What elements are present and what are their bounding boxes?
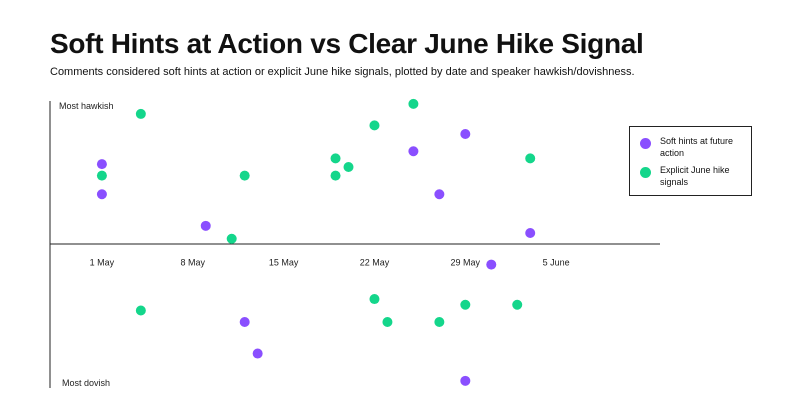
soft-hint-point — [486, 259, 497, 270]
june-hike-point — [239, 170, 250, 181]
x-tick-label: 15 May — [269, 258, 299, 268]
soft-hint-point — [460, 375, 471, 386]
june-hike-point — [434, 316, 445, 327]
y-top-label: Most hawkish — [59, 101, 114, 111]
soft-hint-point — [434, 189, 445, 200]
legend-swatch-soft-hints — [640, 138, 651, 149]
x-tick-label: 22 May — [360, 258, 390, 268]
x-tick-label: 5 June — [543, 258, 570, 268]
june-hike-point — [135, 305, 146, 316]
soft-hint-point — [200, 220, 211, 231]
june-hike-point — [369, 120, 380, 131]
x-tick-label: 1 May — [90, 258, 115, 268]
june-hike-point — [96, 170, 107, 181]
soft-hint-point — [252, 348, 263, 359]
june-hike-point — [460, 299, 471, 310]
x-tick-label: 29 May — [451, 258, 481, 268]
chart-title: Soft Hints at Action vs Clear June Hike … — [50, 28, 644, 59]
june-hike-point — [408, 98, 419, 109]
soft-hint-point — [460, 129, 471, 140]
june-hike-point — [382, 316, 393, 327]
y-bottom-label: Most dovish — [62, 378, 110, 388]
legend-label-june-hike: Explicit June hike signals — [660, 165, 730, 187]
june-hike-point — [525, 153, 536, 164]
chart-subtitle: Comments considered soft hints at action… — [50, 66, 635, 78]
soft-hint-point — [96, 159, 107, 170]
legend-label-soft-hints: Soft hints at future action — [660, 136, 734, 158]
x-tick-labels: 1 May 8 May 15 May 22 May 29 May 5 June — [90, 258, 570, 268]
june-hike-point — [226, 233, 237, 244]
soft-hint-point — [408, 146, 419, 157]
june-hike-point — [330, 170, 341, 181]
june-hike-point — [512, 299, 523, 310]
june-hike-point — [369, 294, 380, 305]
soft-hint-point — [239, 316, 250, 327]
june-hike-point — [135, 108, 146, 119]
june-hike-point — [343, 162, 354, 173]
x-tick-label: 8 May — [181, 258, 206, 268]
data-points — [96, 98, 536, 386]
legend-swatch-june-hike — [640, 167, 651, 178]
soft-hint-point — [96, 189, 107, 200]
soft-hint-point — [525, 228, 536, 239]
legend: Soft hints at future action Explicit Jun… — [629, 126, 752, 196]
june-hike-point — [330, 153, 341, 164]
